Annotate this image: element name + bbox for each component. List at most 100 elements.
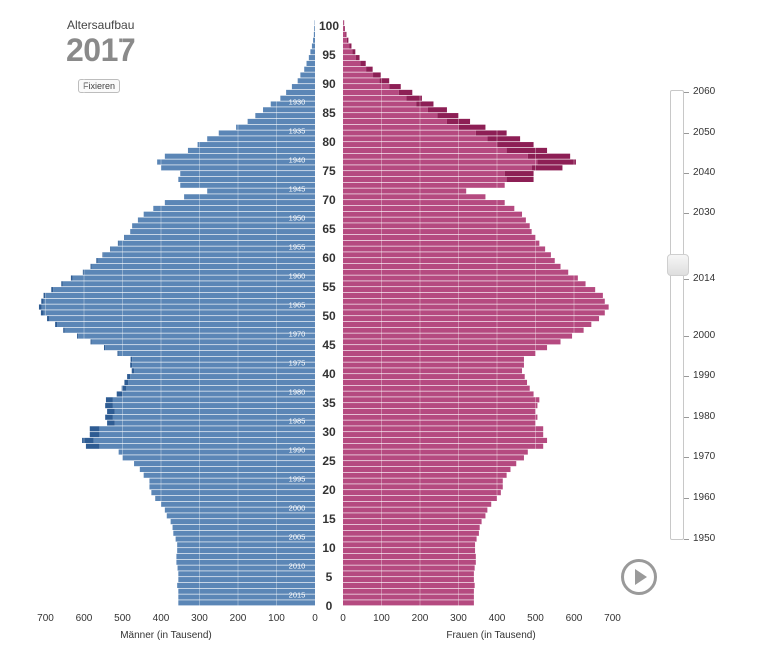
bar-male-age-77 (164, 153, 315, 159)
bar-male-age-12 (173, 530, 315, 536)
bar-female-age-16 (343, 507, 488, 513)
bar-female-age-34 (343, 403, 538, 409)
bar-male-extra-age-29 (89, 432, 100, 438)
bar-male-age-67 (143, 211, 315, 217)
bar-female-age-2 (343, 588, 474, 594)
birth-year-label-1935: 1935 (289, 126, 306, 135)
age-tick-35: 35 (322, 396, 336, 410)
bar-female-age-49 (343, 316, 600, 322)
year-slider-handle[interactable] (667, 254, 689, 276)
bar-male-age-62 (118, 240, 316, 246)
age-tick-65: 65 (322, 222, 336, 236)
bar-female-extra-age-95 (352, 49, 356, 55)
fix-button[interactable]: Fixieren (78, 79, 121, 93)
age-tick-45: 45 (322, 338, 336, 352)
bar-male-age-0 (178, 600, 315, 606)
slider-label-2030: 2030 (693, 207, 716, 218)
bar-male-extra-age-42 (130, 356, 133, 362)
bar-male-age-2 (178, 588, 315, 594)
bar-male-age-11 (175, 536, 315, 542)
birth-year-label-1980: 1980 (289, 387, 306, 396)
bar-male-age-98 (313, 31, 315, 37)
bar-male-age-40 (134, 368, 315, 374)
bar-male-extra-age-49 (47, 316, 50, 322)
bar-female-age-67 (343, 211, 523, 217)
bar-female-age-50 (343, 310, 605, 316)
bar-female-age-57 (343, 269, 569, 275)
bar-female-age-100 (343, 20, 344, 26)
bar-female-age-86 (343, 101, 417, 107)
bar-male-age-6 (177, 565, 315, 571)
bar-male-age-85 (263, 107, 315, 113)
bar-male-age-84 (255, 113, 315, 119)
bar-male-age-26 (118, 449, 316, 455)
bar-male-extra-age-51 (38, 304, 42, 310)
bar-male-age-51 (41, 304, 316, 310)
age-tick-70: 70 (322, 193, 336, 207)
bar-male-age-83 (247, 118, 315, 124)
bar-female-extra-age-80 (487, 136, 521, 142)
age-tick-15: 15 (322, 512, 336, 526)
bar-male-age-97 (313, 37, 315, 43)
bar-female-extra-age-98 (345, 31, 347, 37)
age-tick-100: 100 (319, 19, 339, 33)
bar-female-age-1 (343, 594, 474, 600)
bar-male-age-20 (149, 484, 315, 490)
bar-female-age-37 (343, 385, 530, 391)
bar-female-age-14 (343, 519, 482, 525)
bar-male-age-30 (99, 426, 316, 432)
bar-male-age-99 (314, 26, 315, 32)
slider-tick-2014 (684, 279, 689, 280)
slider-label-2014: 2014 (693, 273, 716, 284)
bar-female-age-58 (343, 263, 561, 269)
bar-male-age-50 (43, 310, 315, 316)
bar-male-extra-age-60 (102, 252, 104, 258)
bar-female-age-82 (343, 124, 459, 130)
bar-female-age-8 (343, 553, 476, 559)
bar-male-age-44 (105, 345, 315, 351)
slider-label-2000: 2000 (693, 330, 716, 341)
bar-female-age-48 (343, 321, 592, 327)
bar-male-age-9 (177, 548, 315, 554)
x-tick-female-400: 400 (489, 613, 506, 624)
x-tick-male-400: 400 (153, 613, 170, 624)
bar-female-age-80 (343, 136, 488, 142)
age-tick-30: 30 (322, 425, 336, 439)
bar-male-extra-age-54 (51, 287, 54, 293)
bar-male-age-55 (62, 281, 316, 287)
bar-female-age-19 (343, 490, 501, 496)
age-tick-75: 75 (322, 164, 336, 178)
birth-year-label-1960: 1960 (289, 271, 306, 280)
bar-female-age-42 (343, 356, 524, 362)
bar-male-age-78 (187, 147, 315, 153)
bar-female-age-99 (343, 26, 345, 32)
x-tick-male-200: 200 (230, 613, 247, 624)
birth-year-label-2010: 2010 (289, 561, 306, 570)
bar-female-age-40 (343, 368, 523, 374)
bar-male-age-74 (180, 171, 315, 177)
bar-male-extra-age-57 (82, 269, 84, 275)
bar-female-age-10 (343, 542, 476, 548)
bar-female-age-38 (343, 379, 528, 385)
bar-female-age-3 (343, 582, 475, 588)
slider-tick-1980 (684, 417, 689, 418)
bar-female-age-36 (343, 391, 534, 397)
bar-male-extra-age-33 (107, 408, 115, 414)
birth-year-label-2000: 2000 (289, 503, 306, 512)
play-icon[interactable] (620, 558, 658, 596)
slider-tick-2040 (684, 173, 689, 174)
bar-female-age-85 (343, 107, 428, 113)
bar-female-age-59 (343, 258, 555, 264)
bar-female-extra-age-89 (389, 84, 401, 90)
bar-female-age-60 (343, 252, 551, 258)
bar-female-age-75 (343, 165, 532, 171)
bar-male-age-87 (280, 95, 315, 101)
bar-male-age-70 (184, 194, 315, 200)
bar-male-age-94 (308, 55, 315, 61)
bar-female-age-72 (343, 182, 505, 188)
bar-female-extra-age-77 (527, 153, 571, 159)
bar-female-age-61 (343, 246, 546, 252)
bar-female-age-77 (343, 153, 528, 159)
birth-year-label-1990: 1990 (289, 445, 306, 454)
year-slider-track[interactable] (670, 90, 684, 540)
